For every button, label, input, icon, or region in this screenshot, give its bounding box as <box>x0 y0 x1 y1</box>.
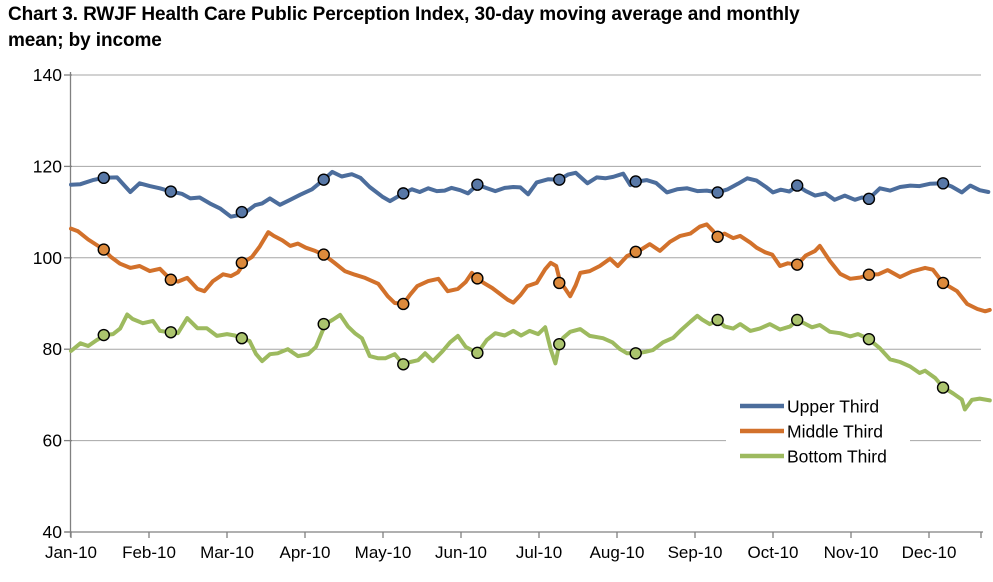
y-tick-label: 140 <box>33 65 62 85</box>
monthly-mean-dot-middle-third <box>711 230 724 243</box>
x-tick-label: Feb-10 <box>122 543 176 562</box>
x-tick-label: Jan-10 <box>45 543 97 562</box>
x-tick-label: Mar-10 <box>200 543 254 562</box>
monthly-mean-dot-upper-third <box>936 177 950 190</box>
x-tick-label: Jun-10 <box>435 543 487 562</box>
monthly-mean-dot-bottom-third <box>164 326 178 339</box>
legend-label: Upper Third <box>787 397 879 417</box>
monthly-mean-dot-middle-third <box>936 276 950 290</box>
y-tick-label: 120 <box>33 156 62 176</box>
monthly-mean-dot-upper-third <box>471 178 484 191</box>
monthly-mean-dot-bottom-third <box>790 313 804 327</box>
legend-label: Bottom Third <box>787 447 887 467</box>
monthly-mean-dot-upper-third <box>235 205 249 219</box>
monthly-mean-dot-middle-third <box>553 276 566 290</box>
x-tick-label: Jul-10 <box>516 543 562 562</box>
monthly-mean-dot-middle-third <box>97 243 110 256</box>
monthly-mean-dot-bottom-third <box>97 328 110 342</box>
monthly-mean-dot-middle-third <box>862 268 876 281</box>
monthly-mean-dot-middle-third <box>235 256 249 270</box>
y-tick-label: 80 <box>43 339 63 359</box>
legend-label: Middle Third <box>787 422 883 442</box>
monthly-mean-dot-bottom-third <box>711 313 724 327</box>
monthly-mean-dot-upper-third <box>711 186 724 199</box>
monthly-mean-dot-upper-third <box>397 187 410 200</box>
x-tick-label: Dec-10 <box>902 543 957 562</box>
monthly-mean-dot-bottom-third <box>317 317 330 331</box>
monthly-mean-dot-middle-third <box>471 272 484 285</box>
x-tick-label: Apr-10 <box>279 543 330 562</box>
monthly-mean-dot-bottom-third <box>553 337 566 351</box>
series-line-middle-third <box>69 222 992 314</box>
monthly-mean-dot-upper-third <box>862 192 876 206</box>
monthly-mean-dot-bottom-third <box>397 358 410 371</box>
monthly-mean-dot-bottom-third <box>235 332 249 345</box>
series-line-upper-third <box>69 169 991 219</box>
monthly-mean-dot-middle-third <box>317 248 330 261</box>
monthly-mean-dot-bottom-third <box>936 381 950 394</box>
monthly-mean-dot-middle-third <box>164 273 178 286</box>
monthly-mean-dot-upper-third <box>164 185 178 198</box>
x-tick-label: Nov-10 <box>824 543 879 562</box>
chart-title: Chart 3. RWJF Health Care Public Percept… <box>8 2 958 54</box>
monthly-mean-dot-middle-third <box>790 258 804 271</box>
chart-title-line1: Chart 3. RWJF Health Care Public Percept… <box>8 4 800 25</box>
x-tick-label: Oct-10 <box>747 543 798 562</box>
y-tick-label: 100 <box>33 248 62 268</box>
monthly-mean-dot-upper-third <box>790 179 804 192</box>
x-tick-label: Sep-10 <box>668 543 723 562</box>
monthly-mean-dot-upper-third <box>629 175 642 188</box>
monthly-mean-dot-upper-third <box>317 173 330 186</box>
monthly-mean-dot-middle-third <box>397 297 410 311</box>
monthly-mean-dot-bottom-third <box>471 346 484 360</box>
x-tick-label: Aug-10 <box>590 543 645 562</box>
y-tick-label: 60 <box>43 431 63 451</box>
chart-title-line2: mean; by income <box>8 30 162 51</box>
monthly-mean-dot-middle-third <box>629 245 642 259</box>
x-tick-label: May-10 <box>355 543 412 562</box>
monthly-mean-dot-upper-third <box>97 171 110 185</box>
y-tick-label: 40 <box>43 522 63 542</box>
monthly-mean-dot-bottom-third <box>862 332 876 346</box>
monthly-mean-dot-upper-third <box>553 173 566 186</box>
monthly-mean-dot-bottom-third <box>629 347 642 360</box>
series-line-bottom-third <box>69 312 992 412</box>
